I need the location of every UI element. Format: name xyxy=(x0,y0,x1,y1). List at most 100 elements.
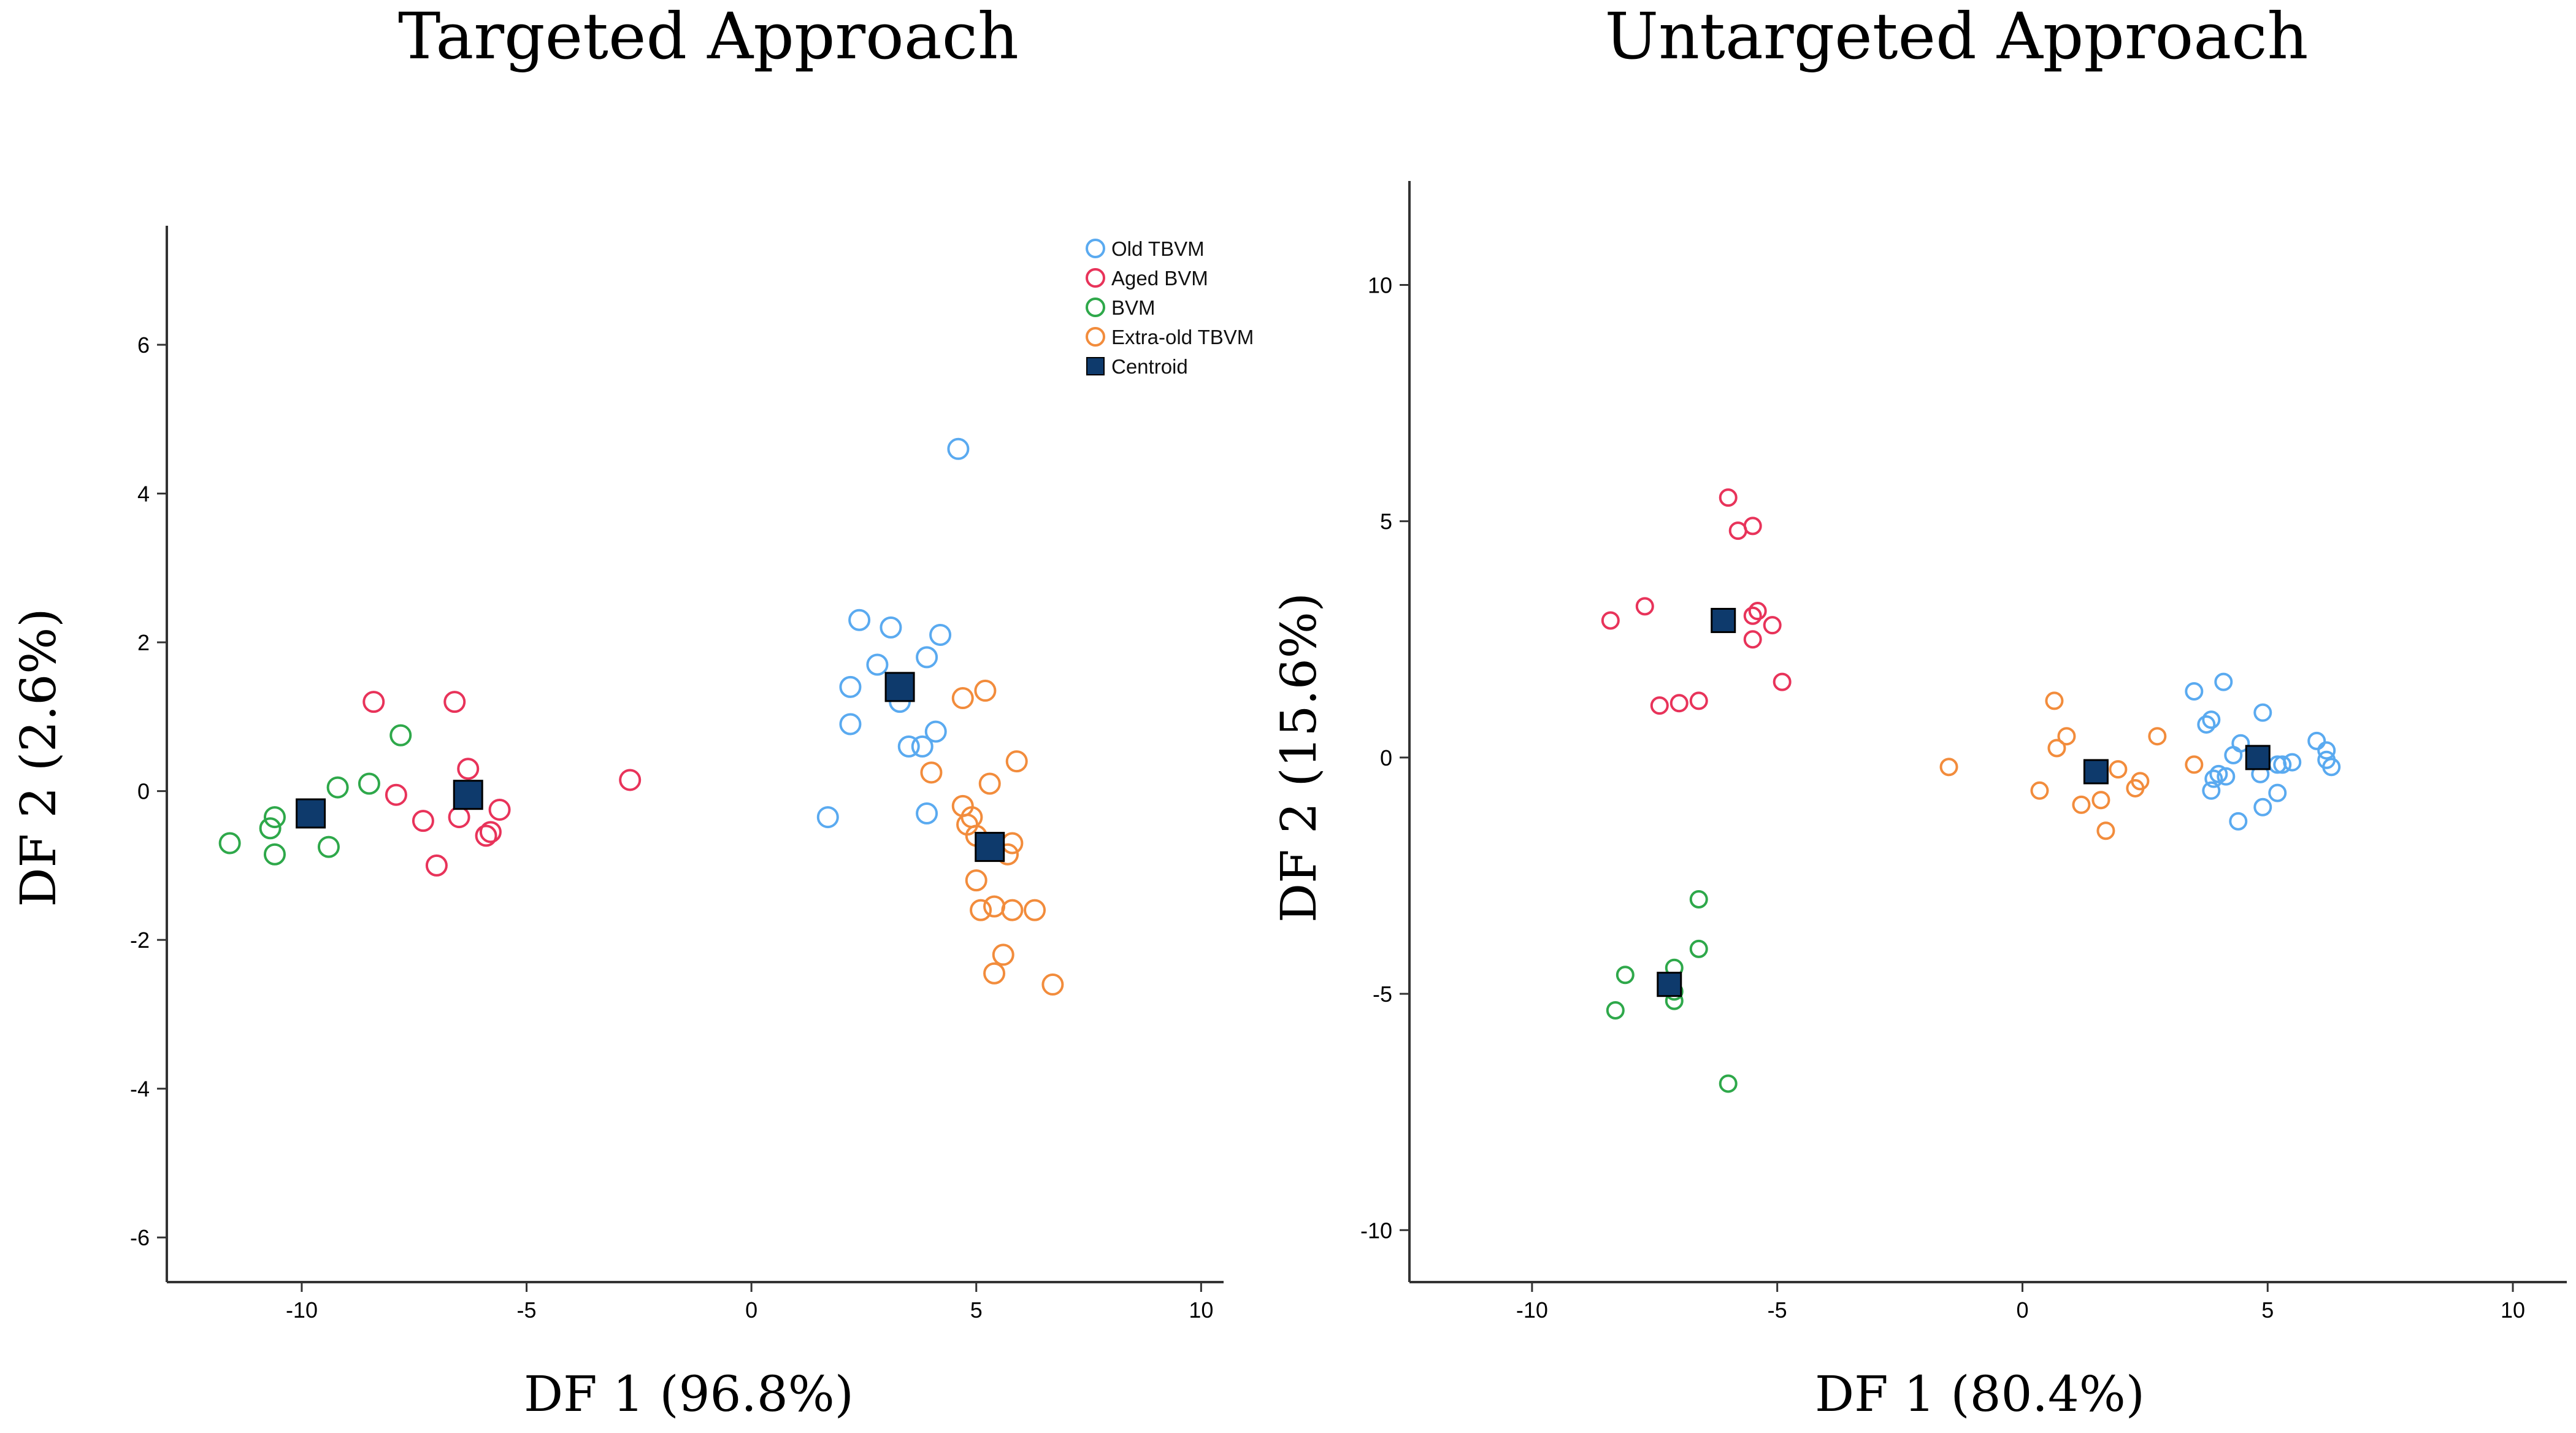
targeted-y-axis-label: DF 2 (2.6%) xyxy=(10,608,67,907)
legend-aged-bvm-marker xyxy=(1086,268,1105,288)
targeted-x-tick-label: 5 xyxy=(970,1297,983,1323)
targeted-old-tbvm-point xyxy=(924,720,947,743)
untargeted-bvm-point xyxy=(1689,939,1708,958)
targeted-y-tick-label: -4 xyxy=(130,1077,150,1102)
untargeted-bvm-point xyxy=(1719,1074,1738,1093)
untargeted-old-tbvm-point xyxy=(2322,758,2341,777)
untargeted-aged-bvm-point xyxy=(1635,597,1654,616)
targeted-x-tick-label: -5 xyxy=(517,1297,537,1323)
targeted-old-tbvm-point xyxy=(916,646,938,669)
untargeted-aged-bvm-point xyxy=(1669,694,1689,713)
targeted-extra-old-tbvm-point xyxy=(920,761,943,784)
untargeted-extra-old-tbvm-point xyxy=(2109,760,2128,779)
untargeted-aged-bvm-point xyxy=(1748,602,1767,621)
untargeted-aged-bvm-point xyxy=(1689,691,1708,710)
targeted-aged-bvm-point xyxy=(425,854,448,877)
targeted-centroid-marker xyxy=(884,672,915,702)
legend-bvm-label: BVM xyxy=(1111,296,1156,319)
untargeted-axes xyxy=(1400,181,2567,1292)
targeted-old-tbvm-point xyxy=(947,437,970,460)
legend: Old TBVM Aged BVM BVM Extra-old TBVM Centroi… xyxy=(1086,237,1254,378)
targeted-axes xyxy=(157,226,1224,1292)
legend-centroid-marker xyxy=(1086,357,1105,375)
untargeted-old-tbvm-point xyxy=(2202,710,2221,729)
targeted-extra-old-tbvm-point xyxy=(951,687,974,710)
untargeted-old-tbvm-point xyxy=(2268,783,2287,802)
targeted-aged-bvm-point xyxy=(475,824,497,847)
untargeted-extra-old-tbvm-point xyxy=(1939,758,1958,777)
untargeted-aged-bvm-point xyxy=(1650,696,1669,715)
targeted-aged-bvm-point xyxy=(457,758,480,780)
targeted-extra-old-tbvm-point xyxy=(1001,899,1024,921)
targeted-extra-old-tbvm-point xyxy=(1024,899,1046,921)
targeted-old-tbvm-point xyxy=(816,806,839,829)
targeted-aged-bvm-point xyxy=(385,783,407,806)
targeted-x-axis-label: DF 1 (96.8%) xyxy=(524,1366,854,1423)
untargeted-x-tick-label: -10 xyxy=(1516,1297,1548,1323)
untargeted-centroid-marker xyxy=(2083,759,2109,785)
targeted-y-tick-label: 0 xyxy=(137,779,150,804)
targeted-old-tbvm-point xyxy=(897,735,920,758)
targeted-old-tbvm-point xyxy=(839,675,862,698)
untargeted-old-tbvm-point xyxy=(2214,672,2233,691)
untargeted-panel: Untargeted Approach DF 1 (80.4%) DF 2 (1… xyxy=(1270,0,2567,1423)
targeted-bvm-point xyxy=(259,817,282,840)
untargeted-x-axis-label: DF 1 (80.4%) xyxy=(1815,1366,2145,1423)
untargeted-x-tick-label: 5 xyxy=(2261,1297,2274,1323)
untargeted-extra-old-tbvm-point xyxy=(2047,739,2066,758)
targeted-aged-bvm-point xyxy=(488,798,511,821)
targeted-x-tick-label: 10 xyxy=(1189,1297,1213,1323)
untargeted-old-tbvm-point xyxy=(2307,731,2326,750)
legend-extra-old-tbvm-marker xyxy=(1086,327,1105,347)
untargeted-y-tick-label: -10 xyxy=(1360,1218,1392,1243)
targeted-bvm-point xyxy=(326,776,349,799)
untargeted-extra-old-tbvm-point xyxy=(2030,781,2049,800)
untargeted-y-tick-label: 5 xyxy=(1380,509,1392,534)
legend-bvm-marker xyxy=(1086,298,1105,317)
targeted-aged-bvm-point xyxy=(479,821,502,843)
untargeted-aged-bvm-point xyxy=(1773,672,1792,691)
untargeted-extra-old-tbvm-point xyxy=(2126,778,2145,797)
targeted-data-points xyxy=(218,437,1064,996)
targeted-centroid-marker xyxy=(296,798,326,829)
targeted-extra-old-tbvm-point xyxy=(983,962,1006,985)
targeted-old-tbvm-point xyxy=(848,609,871,631)
untargeted-x-tick-label: 0 xyxy=(2016,1297,2028,1323)
untargeted-extra-old-tbvm-point xyxy=(2057,727,2076,746)
untargeted-bvm-point xyxy=(1689,889,1708,909)
targeted-extra-old-tbvm-point xyxy=(1041,973,1064,996)
untargeted-x-tick-label: -5 xyxy=(1768,1297,1787,1323)
targeted-bvm-point xyxy=(317,836,340,858)
targeted-y-tick-label: 2 xyxy=(137,630,150,655)
targeted-centroid-marker xyxy=(975,832,1005,862)
untargeted-aged-bvm-point xyxy=(1601,611,1620,630)
legend-old-tbvm-marker xyxy=(1086,239,1105,258)
untargeted-centroid-marker xyxy=(1711,607,1736,633)
targeted-y-tick-label: -2 xyxy=(130,928,150,953)
targeted-bvm-point xyxy=(358,772,380,795)
targeted-aged-bvm-point xyxy=(362,691,385,713)
untargeted-old-tbvm-point xyxy=(2217,767,2236,786)
untargeted-chart-title: Untargeted Approach xyxy=(1604,0,2308,74)
legend-old-tbvm-label: Old TBVM xyxy=(1111,237,1205,260)
untargeted-data-points xyxy=(1601,488,2341,1093)
untargeted-old-tbvm-point xyxy=(2224,746,2243,765)
untargeted-extra-old-tbvm-point xyxy=(2185,755,2204,774)
untargeted-extra-old-tbvm-point xyxy=(2045,691,2064,710)
targeted-old-tbvm-point xyxy=(911,735,933,758)
untargeted-tick-labels: -10 -5 0 5 10 10 5 0 -5 -10 xyxy=(1360,272,2525,1323)
targeted-old-tbvm-point xyxy=(916,802,938,825)
untargeted-old-tbvm-point xyxy=(2229,812,2248,831)
targeted-extra-old-tbvm-point xyxy=(965,869,987,892)
untargeted-y-axis-label: DF 2 (15.6%) xyxy=(1270,593,1327,923)
untargeted-y-tick-label: -5 xyxy=(1373,982,1392,1007)
untargeted-aged-bvm-point xyxy=(1743,517,1762,536)
targeted-aged-bvm-point xyxy=(443,691,466,713)
untargeted-extra-old-tbvm-point xyxy=(2091,791,2110,810)
targeted-chart-title: Targeted Approach xyxy=(398,0,1019,74)
untargeted-old-tbvm-point xyxy=(2197,715,2216,734)
legend-centroid-label: Centroid xyxy=(1111,355,1188,378)
untargeted-aged-bvm-point xyxy=(1743,630,1762,649)
targeted-bvm-point xyxy=(218,832,241,855)
untargeted-old-tbvm-point xyxy=(2185,682,2204,701)
